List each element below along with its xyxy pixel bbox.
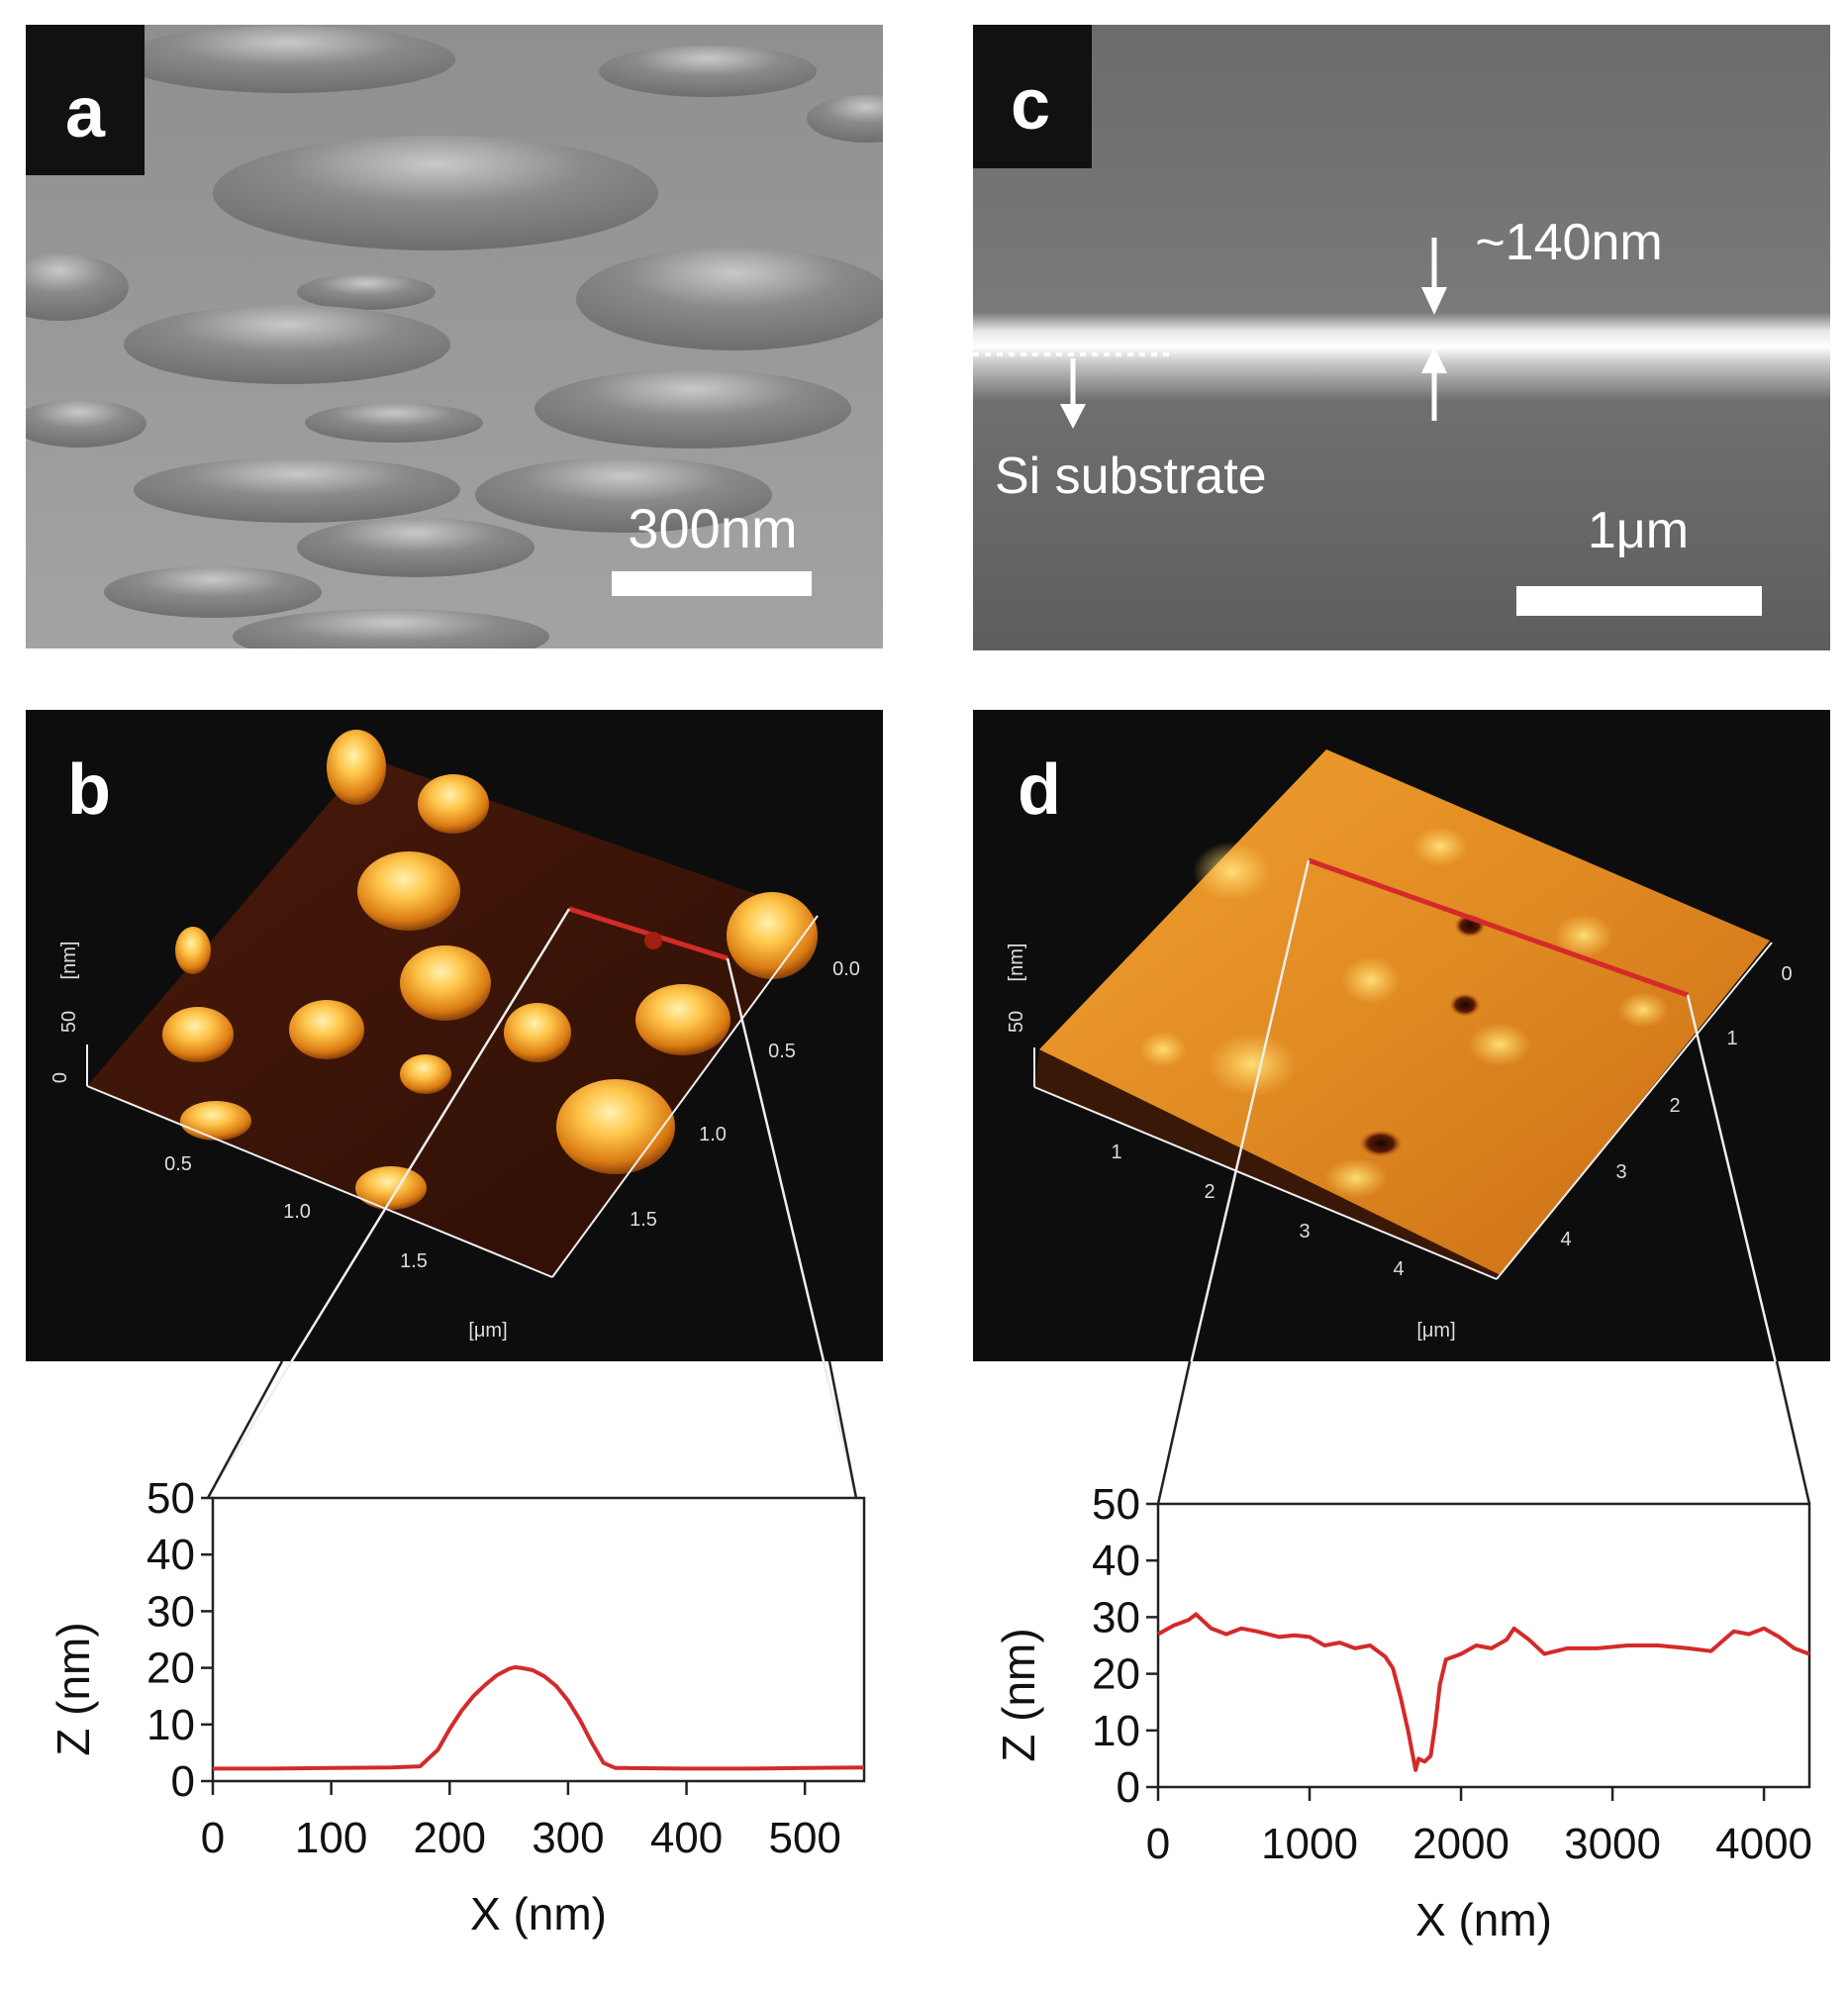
afm-d-axes	[1033, 942, 1773, 1280]
zoom-connectors	[206, 859, 1811, 1505]
chart-b-xtick-label: 200	[414, 1814, 486, 1862]
chart-b-ytick-label: 40	[146, 1531, 195, 1579]
panel-d: 50 [nm] 1 2 3 4 0 1 2 3 4 [μm] d	[973, 710, 1830, 1361]
chart-b-xtick-label: 500	[768, 1814, 840, 1862]
panel-c-label-box	[973, 25, 1092, 168]
afm-b-domes	[162, 730, 818, 1210]
afm-b-x-tick-2: 1.0	[283, 1201, 311, 1223]
substrate-text: Si substrate	[995, 448, 1267, 505]
chart-b-xlabel: X (nm)	[470, 1888, 607, 1940]
afm-d-x-tick-2: 2	[1204, 1181, 1215, 1203]
profile-chart-d: 0 10 20 30 40 50 0 1000 2000 3000 4000 X (nm) Z (nm)	[993, 1480, 1812, 1945]
chart-d-xlabel: X (nm)	[1415, 1894, 1552, 1945]
chart-d-xtick-label: 4000	[1715, 1820, 1812, 1868]
afm-b-y-tick-2: 0.5	[768, 1041, 796, 1062]
afm-b-z-tick-0: 0	[49, 1072, 71, 1083]
scale-bar-a-text: 300nm	[628, 497, 797, 559]
afm-d-pits	[1359, 914, 1486, 1157]
chart-d-ytick-label: 50	[1092, 1480, 1140, 1529]
chart-b-xtick-label: 100	[295, 1814, 367, 1862]
chart-b-xtick-label: 0	[201, 1814, 225, 1862]
afm-b-y-tick-3: 1.0	[699, 1124, 727, 1145]
ellipsoid-particles	[26, 26, 883, 648]
panel-a-label-box	[26, 25, 145, 175]
chart-b-ylabel: Z (nm)	[48, 1622, 99, 1755]
scale-bar-c-text: 1μm	[1588, 502, 1689, 559]
scale-bar-a	[612, 571, 812, 596]
chart-d-xtick-label: 1000	[1261, 1820, 1358, 1868]
afm-b-z-unit: [nm]	[58, 942, 80, 980]
chart-d-ytick-label: 10	[1092, 1707, 1140, 1755]
thickness-text: ~140nm	[1475, 214, 1662, 271]
thickness-arrows	[1421, 238, 1447, 421]
afm-d-z-unit: [nm]	[1006, 944, 1027, 982]
scale-bar-c	[1516, 586, 1762, 616]
chart-d-xtick-label: 0	[1146, 1820, 1170, 1868]
chart-b-frame	[211, 1496, 866, 1783]
chart-d-ytick-label: 40	[1092, 1537, 1140, 1585]
chart-b-ytick-label: 0	[171, 1757, 195, 1806]
afm-d-x-tick-1: 1	[1111, 1142, 1121, 1163]
chart-d-ytick-label: 0	[1117, 1763, 1140, 1812]
afm-b-x-tick-1: 0.5	[164, 1153, 192, 1175]
afm-d-z-tick-50: 50	[1006, 1011, 1027, 1033]
chart-d-ytick-label: 30	[1092, 1593, 1140, 1642]
afm-d-x-tick-4: 4	[1393, 1258, 1404, 1280]
afm-b-profile-dome	[644, 932, 662, 949]
chart-d-xtick-label: 3000	[1564, 1820, 1661, 1868]
chart-b-xtick-label: 300	[532, 1814, 604, 1862]
chart-d-ylabel: Z (nm)	[993, 1628, 1044, 1761]
chart-b-xtick-label: 400	[650, 1814, 723, 1862]
chart-d-ytick-label: 20	[1092, 1650, 1140, 1699]
chart-b-ytick-label: 50	[146, 1474, 195, 1523]
chart-b-ytick-label: 10	[146, 1701, 195, 1749]
chart-d-xtick-label: 2000	[1412, 1820, 1509, 1868]
chart-b-series-line	[213, 1665, 865, 1771]
afm-d-profile-line	[1308, 857, 1689, 998]
afm-b-y-tick-4: 1.5	[630, 1209, 657, 1231]
chart-b-ytick-label: 30	[146, 1587, 195, 1636]
chart-d-series-line	[1157, 1612, 1810, 1772]
afm-d-y-tick-1: 1	[1726, 1028, 1737, 1049]
substrate-arrow	[1060, 358, 1086, 429]
panel-b: 0 50 [nm] 0.5 1.0 1.5 0.0 0.5 1.0 1.5 [μ…	[26, 710, 883, 1361]
panel-d-label: d	[1018, 750, 1061, 830]
afm-d-tick-labels: 50 [nm] 1 2 3 4 0 1 2 3 4 [μm]	[1006, 944, 1793, 1342]
afm-b-x-tick-3: 1.5	[400, 1250, 428, 1272]
panel-a-label: a	[65, 73, 106, 152]
afm-b-y-tick-1: 0.0	[832, 958, 860, 980]
afm-d-x-tick-3: 3	[1299, 1221, 1310, 1243]
afm-d-y-tick-4: 4	[1560, 1229, 1571, 1250]
afm-b-xy-unit: [μm]	[468, 1320, 507, 1342]
afm-d-y-tick-0: 0	[1781, 963, 1792, 985]
sem-image-c-background	[973, 25, 1830, 650]
afm-b-tick-labels: 0 50 [nm] 0.5 1.0 1.5 0.0 0.5 1.0 1.5 [μ…	[49, 942, 860, 1342]
panel-c: c ~140nm Si substrate 1μm	[973, 25, 1830, 650]
afm-d-y-tick-3: 3	[1615, 1161, 1626, 1183]
afm-d-bumps	[1139, 827, 1669, 1198]
panel-c-label: c	[1011, 65, 1050, 145]
afm-b-axes	[86, 915, 819, 1278]
panel-a: a 300nm	[26, 25, 883, 648]
afm-b-z-tick-50: 50	[58, 1011, 80, 1033]
afm-d-y-tick-2: 2	[1669, 1095, 1680, 1117]
chart-b-ytick-label: 20	[146, 1644, 195, 1693]
afm-d-xy-unit: [μm]	[1416, 1320, 1455, 1342]
panel-b-label: b	[67, 750, 111, 830]
